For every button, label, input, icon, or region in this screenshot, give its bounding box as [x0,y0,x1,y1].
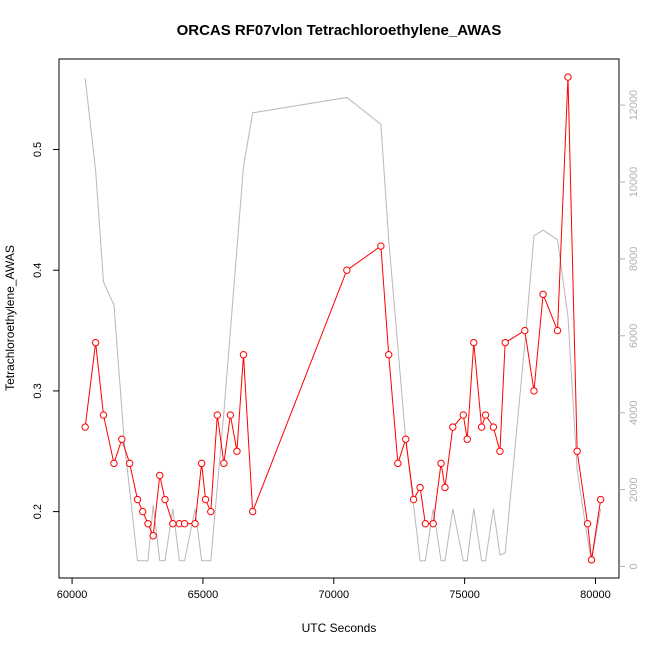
data-point [180,519,189,528]
y2-tick-label-2: 4000 [628,400,640,424]
data-point [191,519,199,528]
x-tick-label-1: 65000 [188,589,219,601]
data-point [441,483,449,492]
y2-tick-label-5: 10000 [628,167,640,198]
data-point [377,242,385,250]
data-point [521,326,529,335]
y2-tick-label-6: 12000 [628,90,640,121]
primary-series [81,73,605,564]
y2-tick-label-1: 2000 [628,477,640,501]
data-point [394,459,402,468]
data-point [573,447,581,455]
data-point [91,338,100,347]
data-point [149,532,157,540]
data-point [564,73,572,81]
data-point [99,411,108,419]
data-point [437,459,445,468]
x-tick-label-4: 80000 [580,589,611,601]
data-point [421,519,430,528]
data-point [239,351,248,359]
data-point [169,519,177,528]
data-point [477,423,486,431]
data-point [385,351,393,359]
primary-series-line [84,77,602,560]
y-tick-label-0: 0.2 [32,504,44,519]
data-point [81,423,89,431]
data-point [110,459,118,468]
data-point [596,495,605,504]
data-point [416,483,424,492]
data-point [553,326,562,335]
data-point [248,507,257,516]
data-point [459,411,467,419]
data-point [233,447,241,455]
y2-tick-label-3: 6000 [628,324,640,348]
data-point [402,435,410,443]
y2-tick-label-0: 0 [628,563,640,569]
data-point [133,495,142,504]
data-point [125,459,134,468]
data-point [587,556,596,564]
x-tick-label-0: 60000 [57,589,88,601]
data-point [139,507,147,516]
data-point [489,423,498,431]
data-point [207,507,215,516]
data-point [161,495,169,504]
axes: 60000 65000 70000 75000 80000 0.2 0.3 0.4 0.5 0 20… [32,90,640,601]
data-point [213,411,222,419]
data-point [343,266,351,274]
data-point [496,447,504,455]
data-point [220,459,228,468]
chart-title: ORCAS RF07vlon Tetrachloroethylene_AWAS [177,22,502,39]
data-point [144,519,152,528]
data-point [197,459,206,468]
data-point [530,387,538,395]
data-point [463,435,471,443]
y-tick-label-2: 0.4 [32,263,44,278]
data-point [539,290,547,299]
data-point [201,495,210,504]
data-point [449,423,457,431]
y-tick-label-3: 0.5 [32,142,44,157]
data-point [470,338,478,347]
plot-frame [58,58,620,579]
data-point [429,519,437,528]
data-point [583,519,592,528]
data-point [156,471,164,480]
data-point [226,411,235,419]
x-axis-label: UTC Seconds [302,621,377,635]
x-tick-label-2: 70000 [318,589,349,601]
x-tick-label-3: 75000 [449,589,480,601]
data-point [118,435,126,443]
y-axis-label: Tetrachloroethylene_AWAS [3,245,17,391]
y2-tick-label-4: 8000 [628,247,640,271]
y-tick-label-1: 0.3 [32,383,44,398]
data-point [409,495,418,504]
data-point [501,338,509,347]
data-point [481,411,490,419]
